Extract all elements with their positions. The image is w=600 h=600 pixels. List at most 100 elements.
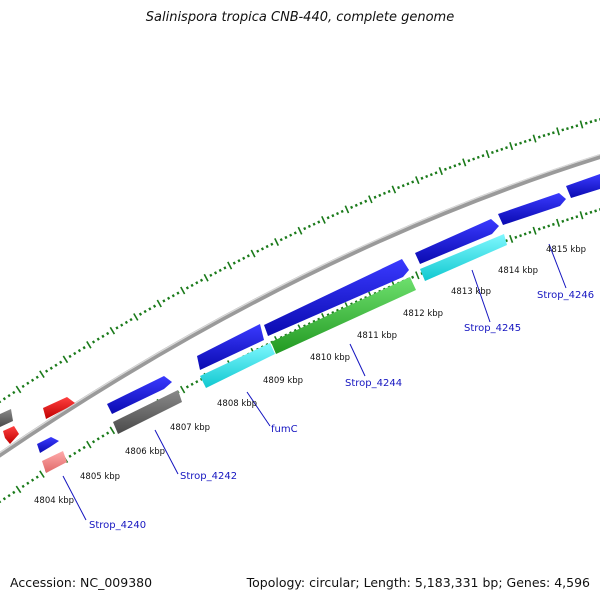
tick-mark — [344, 205, 350, 214]
tick-mark — [373, 195, 377, 199]
tick-mark — [185, 286, 189, 290]
feature-pink-small[interactable] — [42, 451, 67, 473]
feature-blue-4245a[interactable] — [415, 219, 499, 264]
feature-cyan-fumC[interactable] — [200, 343, 275, 388]
tick-mark — [77, 348, 82, 353]
tick-mark — [523, 232, 527, 236]
outer-tick-ring — [0, 118, 600, 404]
tick-mark — [148, 307, 152, 311]
feature-blue-4247[interactable] — [566, 174, 600, 198]
tick-mark — [594, 119, 597, 123]
feature-blue-long[interactable] — [264, 259, 409, 336]
tick-mark — [68, 454, 72, 458]
tick-mark — [106, 331, 110, 336]
tick-mark — [575, 215, 579, 219]
tick-mark — [505, 146, 508, 150]
leader-strop-4244 — [349, 343, 366, 377]
tick-mark — [30, 478, 35, 482]
tick-mark — [91, 340, 96, 344]
tick-mark — [214, 271, 218, 275]
tick-mark — [109, 426, 116, 435]
kbp-label: 4812 kbp — [403, 309, 443, 319]
tick-mark — [39, 370, 45, 379]
tick-mark — [500, 147, 504, 151]
tick-mark — [406, 182, 410, 186]
kbp-label: 4810 kbp — [310, 353, 350, 363]
tick-mark — [401, 184, 405, 188]
tick-mark — [199, 377, 204, 381]
tick-mark — [44, 369, 49, 373]
tick-mark — [274, 238, 280, 246]
feature-blue-4246[interactable] — [498, 193, 566, 225]
tick-mark — [523, 140, 527, 144]
tick-mark — [434, 171, 438, 175]
kbp-label: 4811 kbp — [357, 331, 397, 341]
tick-mark — [579, 211, 584, 220]
feature-red-rna[interactable] — [43, 397, 75, 419]
feature-blue-small[interactable] — [37, 437, 59, 453]
gene-label-strop-4245[interactable]: Strop_4245 — [464, 323, 521, 334]
tick-mark — [190, 382, 194, 386]
tick-mark — [537, 227, 541, 231]
tick-mark — [438, 167, 443, 176]
feature-track — [0, 174, 600, 473]
tick-mark — [26, 481, 30, 485]
feature-blue-4243[interactable] — [197, 324, 264, 370]
tick-mark — [12, 490, 16, 495]
tick-mark — [96, 437, 100, 441]
tick-mark — [551, 222, 555, 226]
tick-mark — [566, 127, 569, 131]
tick-mark — [547, 132, 551, 136]
feature-gray-4242[interactable] — [113, 390, 182, 434]
tick-mark — [232, 261, 236, 265]
tick-mark — [199, 278, 204, 282]
tick-mark — [566, 218, 569, 222]
tick-mark — [120, 323, 124, 327]
tick-mark — [476, 155, 480, 159]
leader-fumC — [246, 391, 271, 427]
tick-mark — [528, 230, 532, 234]
tick-mark — [59, 360, 63, 364]
tick-mark — [260, 247, 264, 251]
feature-red-left[interactable] — [3, 426, 19, 444]
gene-label-strop-4246[interactable]: Strop_4246 — [537, 290, 594, 301]
tick-mark — [340, 209, 344, 214]
feature-green-4244[interactable] — [271, 277, 416, 354]
tick-mark — [237, 259, 241, 263]
accession-text: Accession: NC_009380 — [10, 575, 153, 590]
tick-mark — [317, 220, 321, 224]
tick-mark — [542, 225, 546, 230]
feature-gray-left[interactable] — [0, 409, 13, 427]
tick-mark — [35, 375, 39, 379]
gene-label-strop-4242[interactable]: Strop_4242 — [180, 471, 237, 482]
kbp-label: 4813 kbp — [451, 287, 491, 297]
feature-blue-4241[interactable] — [107, 376, 172, 414]
tick-mark — [2, 397, 7, 401]
genome-backbone-highlight — [0, 153, 600, 454]
tick-mark — [415, 176, 420, 185]
tick-mark — [96, 337, 100, 341]
gene-label-fumC[interactable]: fumC — [271, 424, 298, 435]
tick-mark — [180, 286, 186, 295]
tick-mark — [124, 320, 128, 325]
tick-mark — [49, 366, 53, 370]
kbp-label: 4808 kbp — [217, 399, 257, 409]
tick-mark — [514, 143, 518, 147]
gene-label-strop-4244[interactable]: Strop_4244 — [345, 378, 402, 389]
tick-mark — [242, 256, 246, 260]
kbp-label: 4809 kbp — [263, 376, 303, 386]
kbp-label: 4805 kbp — [80, 472, 120, 482]
tick-mark — [284, 235, 288, 240]
tick-mark — [21, 384, 25, 388]
kbp-labels: 4804 kbp 4805 kbp 4806 kbp 4807 kbp 4808… — [34, 245, 586, 506]
gene-label-strop-4240[interactable]: Strop_4240 — [89, 520, 146, 531]
tick-mark — [481, 154, 485, 158]
tick-mark — [472, 157, 476, 161]
tick-mark — [537, 135, 541, 139]
feature-cyan-4245[interactable] — [420, 234, 507, 281]
leader-strop-4246 — [548, 243, 567, 289]
tick-mark — [485, 150, 490, 159]
tick-mark — [561, 128, 565, 132]
tick-mark — [73, 451, 77, 455]
